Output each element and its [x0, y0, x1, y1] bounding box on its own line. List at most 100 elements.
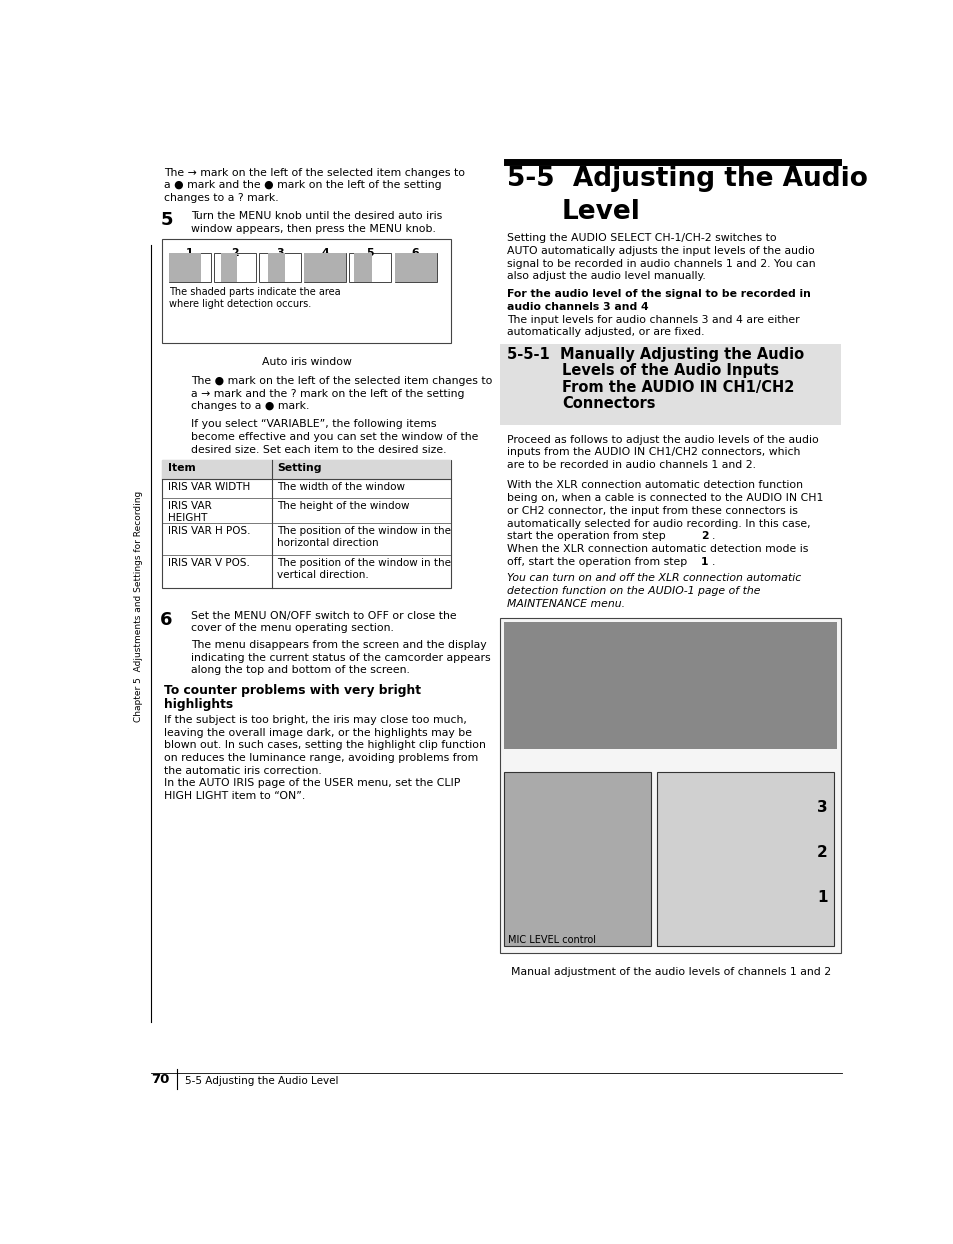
Text: along the top and bottom of the screen.: along the top and bottom of the screen. — [191, 666, 410, 675]
Text: 2: 2 — [231, 248, 238, 259]
Text: 5-5-1  Manually Adjusting the Audio: 5-5-1 Manually Adjusting the Audio — [506, 347, 803, 362]
Text: 1: 1 — [817, 891, 827, 906]
Text: automatically adjusted, or are fixed.: automatically adjusted, or are fixed. — [506, 327, 703, 337]
Text: a → mark and the ? mark on the left of the setting: a → mark and the ? mark on the left of t… — [191, 388, 464, 398]
Text: Manual adjustment of the audio levels of channels 1 and 2: Manual adjustment of the audio levels of… — [510, 967, 830, 977]
Text: The position of the window in the
horizontal direction: The position of the window in the horizo… — [277, 526, 451, 547]
Bar — [304, 253, 346, 282]
Text: 1: 1 — [700, 557, 707, 567]
Text: desired size. Set each item to the desired size.: desired size. Set each item to the desir… — [191, 444, 446, 454]
Bar — [162, 460, 451, 587]
Bar — [268, 253, 285, 282]
Text: 1: 1 — [186, 248, 193, 259]
Text: .: . — [711, 557, 714, 567]
Text: leaving the overall image dark, or the highlights may be: leaving the overall image dark, or the h… — [164, 728, 472, 738]
Text: When the XLR connection automatic detection mode is: When the XLR connection automatic detect… — [506, 544, 807, 554]
Text: In the AUTO IRIS page of the USER menu, set the CLIP: In the AUTO IRIS page of the USER menu, … — [164, 779, 460, 789]
Text: Proceed as follows to adjust the audio levels of the audio: Proceed as follows to adjust the audio l… — [506, 434, 818, 445]
Text: If the subject is too bright, the iris may close too much,: If the subject is too bright, the iris m… — [164, 715, 466, 725]
Text: .: . — [711, 531, 714, 541]
Text: or CH2 connector, the input from these connectors is: or CH2 connector, the input from these c… — [506, 506, 797, 516]
Text: Auto iris window: Auto iris window — [262, 357, 352, 367]
Text: Level: Level — [561, 199, 640, 225]
Text: Connectors: Connectors — [561, 397, 655, 412]
Text: blown out. In such cases, setting the highlight clip function: blown out. In such cases, setting the hi… — [164, 740, 485, 750]
Text: 3: 3 — [816, 800, 827, 815]
Text: changes to a ● mark.: changes to a ● mark. — [191, 402, 309, 412]
Text: become effective and you can set the window of the: become effective and you can set the win… — [191, 432, 477, 442]
Text: MIC LEVEL control: MIC LEVEL control — [508, 935, 596, 945]
Text: also adjust the audio level manually.: also adjust the audio level manually. — [506, 271, 704, 281]
Text: highlights: highlights — [164, 698, 233, 712]
Text: MAINTENANCE menu.: MAINTENANCE menu. — [506, 598, 624, 608]
Text: Levels of the Audio Inputs: Levels of the Audio Inputs — [561, 363, 779, 378]
Bar — [162, 239, 451, 343]
Text: 5: 5 — [366, 248, 374, 259]
Text: 6: 6 — [160, 611, 172, 628]
Text: AUTO automatically adjusts the input levels of the audio: AUTO automatically adjusts the input lev… — [506, 246, 814, 256]
Text: Setting: Setting — [277, 463, 321, 473]
Bar — [258, 253, 300, 282]
Text: 5: 5 — [160, 211, 172, 229]
Text: 2: 2 — [816, 845, 827, 860]
Text: are to be recorded in audio channels 1 and 2.: are to be recorded in audio channels 1 a… — [506, 460, 755, 470]
Text: The position of the window in the
vertical direction.: The position of the window in the vertic… — [277, 559, 451, 580]
Text: The width of the window: The width of the window — [277, 483, 405, 493]
Text: The height of the window: The height of the window — [277, 501, 409, 511]
Text: The menu disappears from the screen and the display: The menu disappears from the screen and … — [191, 639, 486, 649]
Bar — [395, 253, 436, 282]
Text: To counter problems with very bright: To counter problems with very bright — [164, 684, 420, 698]
Text: For the audio level of the signal to be recorded in: For the audio level of the signal to be … — [506, 289, 810, 299]
Text: where light detection occurs.: where light detection occurs. — [169, 299, 311, 309]
Text: the automatic iris correction.: the automatic iris correction. — [164, 766, 321, 776]
Text: 5-5  Adjusting the Audio: 5-5 Adjusting the Audio — [506, 167, 866, 193]
Text: on reduces the luminance range, avoiding problems from: on reduces the luminance range, avoiding… — [164, 753, 477, 763]
Bar — [500, 343, 840, 424]
Text: automatically selected for audio recording. In this case,: automatically selected for audio recordi… — [506, 519, 809, 529]
Text: signal to be recorded in audio channels 1 and 2. You can: signal to be recorded in audio channels … — [506, 259, 815, 269]
Text: 5-5 Adjusting the Audio Level: 5-5 Adjusting the Audio Level — [185, 1076, 338, 1086]
Text: changes to a ? mark.: changes to a ? mark. — [164, 193, 278, 203]
Text: Turn the MENU knob until the desired auto iris: Turn the MENU knob until the desired aut… — [191, 211, 442, 221]
Bar — [355, 253, 372, 282]
Text: If you select “VARIABLE”, the following items: If you select “VARIABLE”, the following … — [191, 419, 436, 429]
Text: 3: 3 — [275, 248, 283, 259]
Text: window appears, then press the MENU knob.: window appears, then press the MENU knob… — [191, 224, 436, 234]
Text: Chapter 5  Adjustments and Settings for Recording: Chapter 5 Adjustments and Settings for R… — [134, 491, 143, 723]
Text: indicating the current status of the camcorder appears: indicating the current status of the cam… — [191, 653, 490, 663]
Bar — [162, 460, 451, 479]
Text: inputs from the AUDIO IN CH1/CH2 connectors, which: inputs from the AUDIO IN CH1/CH2 connect… — [506, 448, 800, 458]
Text: The input levels for audio channels 3 and 4 are either: The input levels for audio channels 3 an… — [506, 315, 799, 325]
Bar — [504, 622, 836, 749]
Bar — [504, 773, 650, 947]
Text: being on, when a cable is connected to the AUDIO IN CH1: being on, when a cable is connected to t… — [506, 493, 822, 504]
Text: 6: 6 — [412, 248, 419, 259]
Text: detection function on the AUDIO-1 page of the: detection function on the AUDIO-1 page o… — [506, 586, 760, 596]
Text: The shaded parts indicate the area: The shaded parts indicate the area — [169, 286, 340, 296]
Text: Set the MENU ON/OFF switch to OFF or close the: Set the MENU ON/OFF switch to OFF or clo… — [191, 611, 456, 621]
Text: cover of the menu operating section.: cover of the menu operating section. — [191, 623, 394, 633]
Text: 2: 2 — [700, 531, 707, 541]
Bar — [395, 253, 436, 282]
Text: 70: 70 — [151, 1072, 169, 1086]
Text: IRIS VAR H POS.: IRIS VAR H POS. — [168, 526, 250, 536]
Text: The ● mark on the left of the selected item changes to: The ● mark on the left of the selected i… — [191, 376, 492, 386]
Bar — [349, 253, 391, 282]
Text: From the AUDIO IN CH1/CH2: From the AUDIO IN CH1/CH2 — [561, 379, 794, 394]
Text: audio channels 3 and 4: audio channels 3 and 4 — [506, 302, 648, 312]
Text: Setting the AUDIO SELECT CH-1/CH-2 switches to: Setting the AUDIO SELECT CH-1/CH-2 switc… — [506, 233, 776, 244]
Text: IRIS VAR V POS.: IRIS VAR V POS. — [168, 559, 250, 569]
Text: HIGH LIGHT item to “ON”.: HIGH LIGHT item to “ON”. — [164, 791, 305, 801]
Text: The → mark on the left of the selected item changes to: The → mark on the left of the selected i… — [164, 168, 464, 178]
Bar — [304, 253, 346, 282]
Text: a ● mark and the ● mark on the left of the setting: a ● mark and the ● mark on the left of t… — [164, 180, 441, 190]
Bar — [500, 618, 840, 953]
Text: 4: 4 — [321, 248, 329, 259]
Text: start the operation from step: start the operation from step — [506, 531, 668, 541]
Bar — [169, 253, 201, 282]
Bar — [221, 253, 236, 282]
Text: You can turn on and off the XLR connection automatic: You can turn on and off the XLR connecti… — [506, 573, 801, 583]
Bar — [657, 773, 833, 947]
Text: IRIS VAR
HEIGHT: IRIS VAR HEIGHT — [168, 501, 212, 522]
Text: IRIS VAR WIDTH: IRIS VAR WIDTH — [168, 483, 250, 493]
